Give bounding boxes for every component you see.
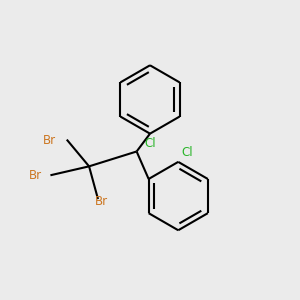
Text: Br: Br (43, 134, 56, 147)
Text: Cl: Cl (144, 136, 156, 150)
Text: Br: Br (94, 195, 107, 208)
Text: Br: Br (28, 169, 41, 182)
Text: Cl: Cl (181, 146, 193, 159)
